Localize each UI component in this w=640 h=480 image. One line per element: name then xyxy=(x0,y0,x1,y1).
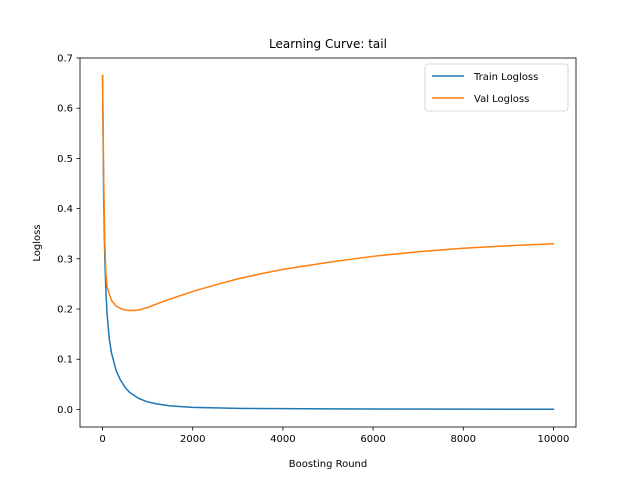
legend: Train Logloss Val Logloss xyxy=(424,63,569,112)
x-tick-label: 0 xyxy=(99,434,105,445)
x-tick-label: 2000 xyxy=(180,434,205,445)
series-layer xyxy=(101,74,555,410)
x-tick-label: 6000 xyxy=(360,434,385,445)
y-tick-label: 0.7 xyxy=(57,54,73,65)
y-tick-label: 0.3 xyxy=(57,254,73,265)
x-axis-label: Boosting Round xyxy=(289,459,368,470)
y-tick-label: 0.0 xyxy=(57,405,73,416)
x-tick-label: 8000 xyxy=(451,434,476,445)
x-axis-ticks: 0 2000 4000 6000 8000 10000 xyxy=(99,427,569,445)
y-tick-label: 0.1 xyxy=(57,355,73,366)
chart-title: Learning Curve: tail xyxy=(269,37,387,51)
y-tick-label: 0.5 xyxy=(57,154,73,165)
y-tick-label: 0.4 xyxy=(57,204,73,215)
x-tick-label: 4000 xyxy=(270,434,295,445)
legend-label-train: Train Logloss xyxy=(473,72,538,83)
y-axis-ticks: 0.0 0.1 0.2 0.3 0.4 0.5 0.6 0.7 xyxy=(57,54,80,416)
axes-frame xyxy=(79,57,577,428)
y-tick-label: 0.2 xyxy=(57,305,73,316)
legend-label-val: Val Logloss xyxy=(474,94,529,105)
series-line-train xyxy=(101,74,555,410)
x-tick-label: 10000 xyxy=(538,434,570,445)
plot-area xyxy=(79,57,577,428)
y-tick-label: 0.6 xyxy=(57,104,73,115)
y-axis-label: Logloss xyxy=(32,224,43,261)
series-line-val xyxy=(101,74,555,312)
